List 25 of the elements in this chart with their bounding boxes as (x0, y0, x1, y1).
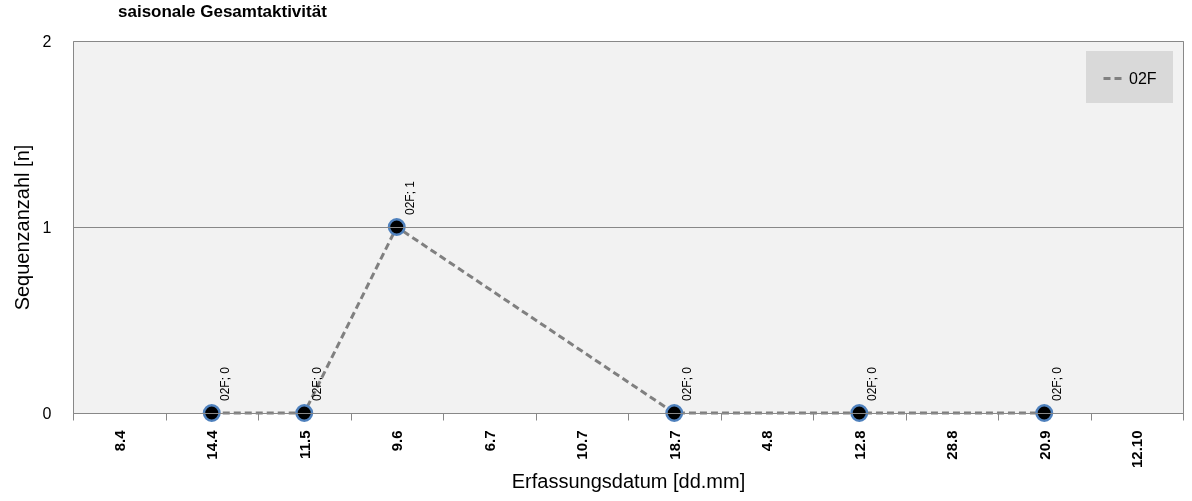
chart-title: saisonale Gesamtaktivität (118, 2, 328, 21)
x-tick-label: 9.6 (388, 430, 406, 452)
data-label: 02F; 0 (217, 366, 232, 401)
y-tick-label: 2 (42, 32, 52, 50)
data-label: 02F; 0 (865, 366, 880, 401)
data-label: 02F; 1 (402, 180, 417, 215)
x-tick-label: 18.7 (665, 430, 683, 460)
x-tick-label: 11.5 (295, 430, 313, 459)
data-label: 02F; 0 (1050, 366, 1065, 401)
y-tick-label: 0 (42, 404, 52, 422)
x-tick-label: 10.7 (573, 430, 591, 460)
x-tick-label: 20.9 (1035, 430, 1053, 460)
x-tick-label: 12.8 (850, 430, 868, 460)
x-axis-title: Erfassungsdatum [dd.mm] (511, 470, 746, 493)
x-tick-label: 8.4 (110, 429, 128, 452)
data-label: 02F; 0 (680, 366, 695, 401)
legend-label: 02F (1129, 69, 1157, 87)
x-tick-label: 14.4 (203, 429, 221, 460)
x-tick-label: 4.8 (758, 430, 776, 452)
x-tick-label: 28.8 (943, 430, 961, 460)
x-tick-label: 6.7 (480, 430, 498, 452)
x-tick-label: 12.10 (1128, 430, 1146, 469)
data-label: 02F; 0 (310, 366, 325, 401)
y-tick-label: 1 (42, 218, 52, 236)
y-axis-title: Sequenzanzahl [n] (10, 144, 33, 311)
